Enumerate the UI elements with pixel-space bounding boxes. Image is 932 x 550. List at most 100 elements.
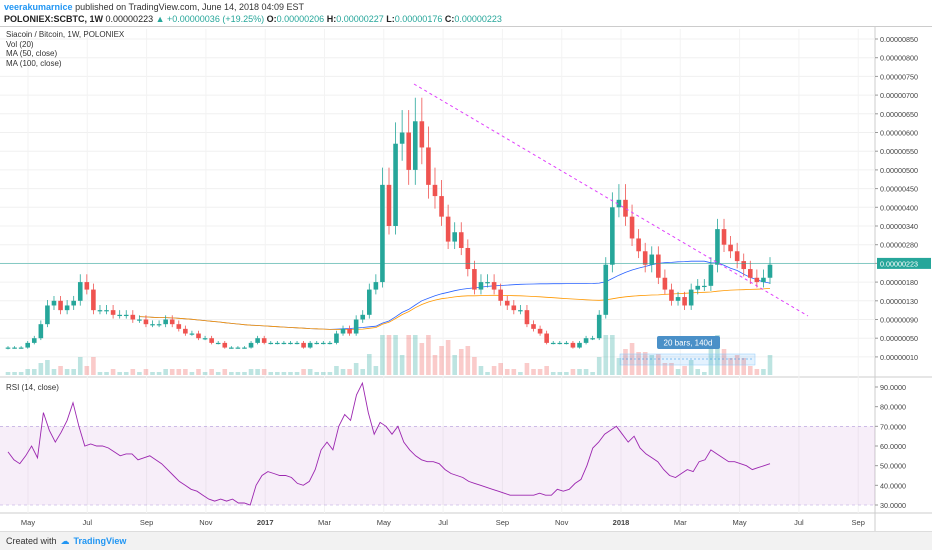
candle-body xyxy=(314,342,320,345)
rsi-tick-label: 70.0000 xyxy=(880,422,906,431)
time-tick-label: Sep xyxy=(852,518,865,527)
volume-bar xyxy=(747,366,753,375)
price-tick-label: 0.00000600 xyxy=(880,129,918,138)
volume-bar xyxy=(327,372,333,375)
time-tick-label: Sep xyxy=(496,518,509,527)
volume-bar xyxy=(117,372,122,375)
candle-body xyxy=(196,333,201,339)
volume-bar xyxy=(610,335,615,375)
candle-body xyxy=(104,310,109,312)
ma100-legend[interactable]: MA (100, close) xyxy=(6,58,62,68)
author-link[interactable]: veerakumarnice xyxy=(4,2,73,12)
candle-body xyxy=(38,324,44,339)
volume-bar xyxy=(412,335,418,375)
volume-bar xyxy=(215,372,221,375)
open-label: O: xyxy=(266,14,277,24)
volume-bar xyxy=(708,349,714,375)
candle-body xyxy=(537,328,543,334)
volume-bar xyxy=(642,352,648,375)
candle-body xyxy=(702,285,707,288)
candle-body xyxy=(294,342,300,345)
volume-bar xyxy=(261,369,267,375)
rsi-title[interactable]: RSI (14, close) xyxy=(6,383,59,392)
candle-body xyxy=(150,324,155,326)
volume-bar xyxy=(478,366,484,375)
rsi-band xyxy=(0,426,875,505)
volume-bar xyxy=(393,335,398,375)
volume-bar xyxy=(301,369,306,375)
volume-bar xyxy=(268,372,274,375)
volume-bar xyxy=(255,369,260,375)
volume-bar xyxy=(25,369,31,375)
candle-body xyxy=(583,338,589,343)
candle-body xyxy=(366,289,372,315)
chart-area[interactable]: 0.00000850 0.00000800 0.00000750 0.00000700… xyxy=(0,26,932,532)
volume-bar xyxy=(183,369,188,375)
price-panel-bg xyxy=(0,29,875,375)
candle-body xyxy=(642,251,648,265)
candle-body xyxy=(478,282,484,290)
candle-body xyxy=(163,319,168,325)
time-tick-label: May xyxy=(21,518,35,527)
candle-body xyxy=(577,342,582,348)
candle-body xyxy=(498,289,503,301)
volume-bar xyxy=(577,369,582,375)
volume-bar xyxy=(104,372,109,375)
volume-bar xyxy=(511,369,517,375)
candle-body xyxy=(412,121,418,170)
price-tick-label: 0.00000180 xyxy=(880,278,918,287)
volume-bar xyxy=(340,369,346,375)
price-legend: Siacoin / Bitcoin, 1W, POLONIEX Vol (20)… xyxy=(6,30,124,68)
volume-bar xyxy=(58,366,63,375)
volume-bar xyxy=(662,363,668,375)
time-tick-label: 2018 xyxy=(613,518,630,527)
volume-bar xyxy=(419,343,425,375)
volume-bar xyxy=(715,335,720,375)
volume-bar xyxy=(31,369,37,375)
volume-bar xyxy=(445,340,451,375)
candle-body xyxy=(117,314,122,317)
candle-body xyxy=(137,319,142,321)
candle-body xyxy=(603,264,609,315)
price-tick-label: 0.00000050 xyxy=(880,334,918,343)
candle-body xyxy=(143,319,149,325)
volume-bar xyxy=(222,369,228,375)
volume-bar xyxy=(189,372,195,375)
price-tick-label: 0.00000090 xyxy=(880,316,918,325)
candle-body xyxy=(485,282,490,284)
candle-body xyxy=(616,199,622,208)
candle-body xyxy=(18,347,24,349)
volume-bar xyxy=(550,372,556,375)
chart-canvas[interactable]: 0.00000850 0.00000800 0.00000750 0.00000700… xyxy=(0,27,932,532)
vol-legend[interactable]: Vol (20) xyxy=(6,39,34,49)
candle-body xyxy=(524,310,530,325)
volume-bar xyxy=(91,357,96,375)
price-tick-label: 0.00000340 xyxy=(880,222,918,231)
volume-bar xyxy=(229,372,234,375)
trendline xyxy=(413,83,809,317)
volume-bar xyxy=(360,369,366,375)
candle-body xyxy=(656,254,661,278)
ma50-legend[interactable]: MA (50, close) xyxy=(6,49,58,58)
price-tick-label: 0.00000650 xyxy=(880,110,918,119)
volume-bar xyxy=(123,372,129,375)
volume-bar xyxy=(373,366,379,375)
price-tick-label: 0.00000450 xyxy=(880,185,918,194)
volume-bar xyxy=(583,369,589,375)
open-value: 0.00000206 xyxy=(276,14,325,24)
candle-body xyxy=(715,229,720,265)
volume-bar xyxy=(432,355,438,375)
close-value: 0.00000223 xyxy=(454,14,502,24)
volume-bar xyxy=(275,372,280,375)
volume-bar xyxy=(603,335,609,375)
candle-body xyxy=(386,184,392,226)
candle-body xyxy=(761,277,766,283)
candle-body xyxy=(439,196,444,217)
candle-body xyxy=(242,347,247,349)
volume-bar xyxy=(472,357,477,375)
rsi-line xyxy=(7,381,771,506)
volume-bar xyxy=(307,369,313,375)
tradingview-brand[interactable]: TradingView xyxy=(73,536,127,546)
candle-body xyxy=(504,300,510,306)
volume-bar xyxy=(235,372,241,375)
